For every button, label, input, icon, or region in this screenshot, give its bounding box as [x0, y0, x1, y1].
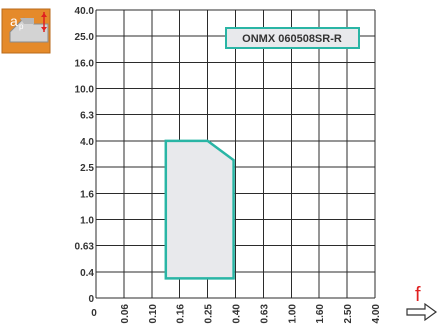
x-tick-label: 0 — [91, 308, 97, 319]
chart-area-layer — [164, 139, 235, 280]
x-tick-labels: 0 0.06 0.10 0.16 0.25 0.40 0.63 1.00 1.60 2.50 4.0… — [91, 304, 382, 324]
x-tick-label: 1.60 — [315, 304, 326, 324]
x-tick-label: 4.00 — [371, 304, 382, 324]
x-tick-label: 2.50 — [343, 304, 354, 324]
legend-box — [225, 27, 360, 49]
y-tick-label: 10.0 — [75, 85, 95, 96]
legend: ONMX 060508SR-R — [225, 27, 360, 49]
x-tick-label: 0.06 — [120, 304, 131, 324]
y-axis-symbol-sub: p — [19, 22, 24, 31]
y-tick-labels: 0 0.4 0.63 1.0 1.6 2.5 4.0 6.3 10.0 16.0 25.0 40.0 — [75, 6, 95, 305]
y-axis-symbol: a — [10, 13, 18, 29]
y-tick-label: 0.4 — [80, 268, 94, 279]
y-tick-label: 16.0 — [75, 58, 95, 69]
x-tick-label: 0.10 — [148, 304, 159, 324]
legend-label: ONMX 060508SR-R — [242, 33, 342, 45]
y-tick-label: 1.6 — [80, 189, 94, 200]
x-tick-label: 1.00 — [287, 304, 298, 324]
y-tick-label: 0.63 — [75, 242, 95, 253]
y-tick-label: 0 — [88, 294, 94, 305]
y-tick-label: 6.3 — [80, 111, 94, 122]
x-tick-label: 0.40 — [232, 304, 243, 324]
x-axis-symbol: f — [415, 284, 421, 306]
feed-arrow-icon — [406, 302, 438, 322]
y-tick-label: 40.0 — [75, 6, 95, 17]
y-tick-label: 25.0 — [75, 32, 95, 43]
y-tick-label: 2.5 — [80, 163, 94, 174]
depth-of-cut-icon: a p — [1, 8, 51, 54]
application-area — [164, 139, 235, 280]
chart-grid — [95, 9, 376, 299]
x-tick-label: 0.63 — [259, 304, 270, 324]
y-tick-label: 1.0 — [80, 215, 94, 226]
y-tick-label: 4.0 — [80, 137, 94, 148]
x-tick-label: 0.16 — [176, 304, 187, 324]
x-tick-label: 0.25 — [204, 304, 215, 324]
